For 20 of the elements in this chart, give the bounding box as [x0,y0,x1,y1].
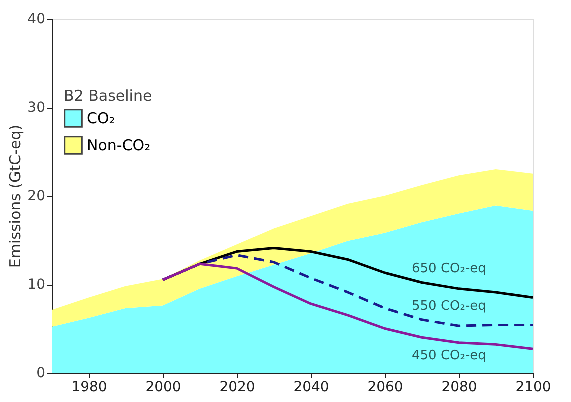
x-tick-label: 2000 [146,380,182,396]
legend-label: CO₂ [87,110,116,128]
y-tick-label: 30 [28,100,46,116]
y-tick-label: 40 [28,12,46,28]
y-tick-label: 20 [28,188,46,204]
x-tick-label: 2080 [442,380,478,396]
y-tick-label: 10 [28,277,46,293]
x-tick-label: 2020 [220,380,256,396]
line-series [162,262,534,350]
legend-label: Non-CO₂ [87,136,151,154]
series-label: 550 CO₂-eq [412,298,486,314]
y-tick-label: 0 [36,366,46,382]
legend-title: B2 Baseline [64,87,152,105]
x-tick-label: 2040 [294,380,330,396]
y-axis-title: Emissions (GtC-eq) [6,124,25,268]
x-tick-label: 2100 [516,380,552,396]
series-label: 450 CO₂-eq [412,348,486,364]
x-tick-label: 2060 [368,380,404,396]
x-tick-label: 1980 [72,380,108,396]
series-label: 650 CO₂-eq [412,262,486,277]
